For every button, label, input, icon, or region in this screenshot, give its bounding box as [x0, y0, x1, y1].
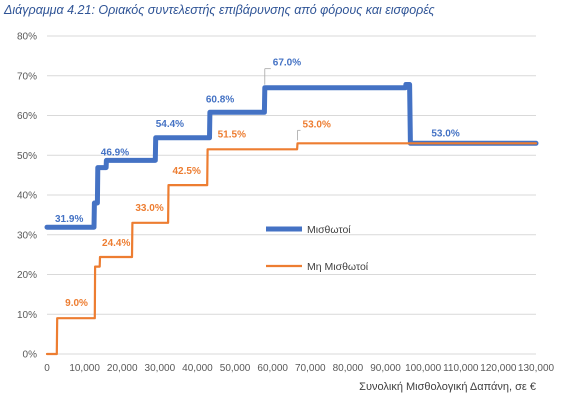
chart-title: Διάγραμμα 4.21: Οριακός συντελεστής επιβ… — [4, 3, 435, 17]
series-line-1 — [44, 82, 539, 230]
x-tick-label: 100,000 — [405, 363, 442, 374]
x-tick-label: 30,000 — [145, 363, 176, 374]
x-axis-title: Συνολική Μισθολογική Δαπάνη, σε € — [359, 381, 536, 393]
gridlines — [47, 35, 536, 355]
data-label: 46.9% — [101, 148, 129, 159]
y-tick-label: 40% — [17, 191, 37, 202]
y-tick-label: 80% — [17, 32, 37, 43]
y-tick-label: 10% — [17, 310, 37, 321]
data-label: 33.0% — [135, 203, 163, 214]
data-label: 24.4% — [102, 238, 130, 249]
x-tick-label: 130,000 — [518, 363, 555, 374]
y-axis-ticks: 0% 10% 20% 30% 40% 50% 60% 70% 80% — [17, 32, 37, 361]
x-tick-label: 70,000 — [295, 363, 326, 374]
legend: Μισθωτοί Μη Μισθωτοί — [266, 224, 369, 273]
x-axis-ticks: 0 10,000 20,000 30,000 40,000 50,000 60,000 70,… — [44, 363, 554, 374]
series-line-2 — [45, 142, 538, 356]
data-label: 53.0% — [303, 119, 331, 130]
y-tick-label: 70% — [17, 71, 37, 82]
y-tick-label: 60% — [17, 111, 37, 122]
x-tick-label: 60,000 — [257, 363, 288, 374]
data-label: 53.0% — [431, 128, 459, 139]
x-tick-label: 10,000 — [69, 363, 100, 374]
legend-label-2: Μη Μισθωτοί — [307, 261, 369, 273]
x-tick-label: 0 — [44, 363, 50, 374]
data-label: 9.0% — [65, 298, 88, 309]
x-tick-label: 20,000 — [107, 363, 138, 374]
data-labels: 31.9% 46.9% 54.4% 60.8% 67.0% 53.0% 9.0% 24.4% 3… — [55, 58, 460, 310]
data-label: 67.0% — [273, 58, 301, 69]
series-lines — [44, 82, 539, 356]
x-tick-label: 40,000 — [182, 363, 213, 374]
data-label: 54.4% — [156, 119, 184, 130]
x-tick-label: 110,000 — [443, 363, 479, 374]
legend-label-1: Μισθωτοί — [307, 224, 351, 236]
x-tick-label: 50,000 — [220, 363, 251, 374]
data-label: 42.5% — [172, 166, 200, 177]
x-tick-label: 80,000 — [333, 363, 364, 374]
y-tick-label: 30% — [17, 230, 37, 241]
data-label: 60.8% — [206, 94, 234, 105]
data-label: 31.9% — [55, 214, 83, 225]
x-tick-label: 90,000 — [370, 363, 401, 374]
data-label: 51.5% — [218, 129, 246, 140]
y-tick-label: 50% — [17, 151, 37, 162]
x-tick-label: 120,000 — [480, 363, 517, 374]
y-tick-label: 20% — [17, 270, 37, 281]
y-tick-label: 0% — [23, 350, 38, 361]
